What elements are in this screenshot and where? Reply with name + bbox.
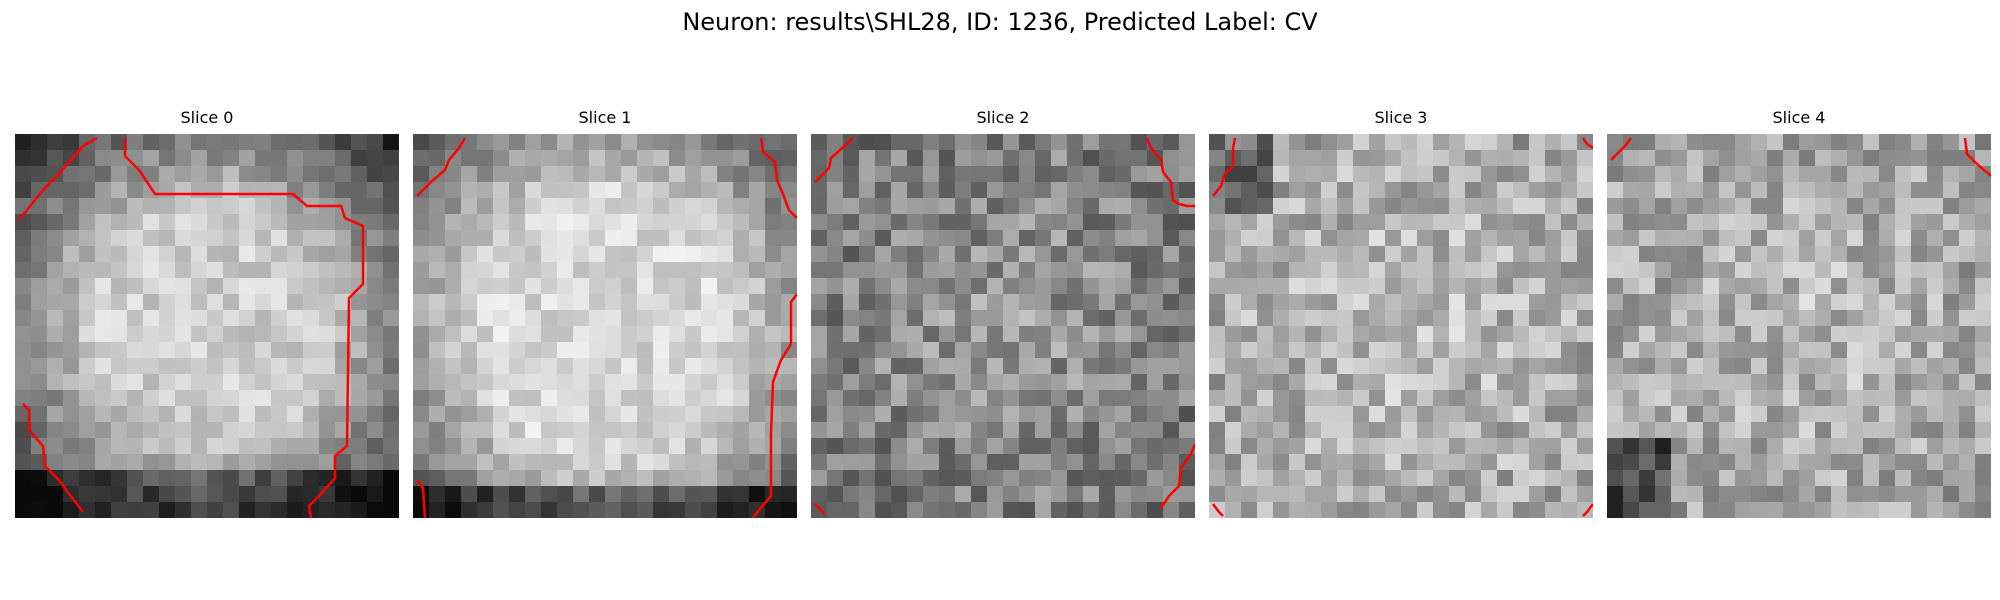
slice-pixels-4: [1607, 134, 1991, 518]
contour-line: [18, 136, 98, 221]
contour-line: [1581, 137, 1593, 150]
slice-image-0: [15, 134, 399, 518]
contour-line: [1963, 137, 1991, 177]
contour-line: [1212, 503, 1224, 517]
slice-pixels-3: [1209, 134, 1593, 518]
contour-lines-3: [1212, 137, 1593, 517]
contour-lines-0: [18, 136, 365, 518]
contour-line: [22, 403, 84, 513]
contour-lines-4: [1610, 137, 1991, 177]
slice-pixels-2: [811, 134, 1195, 518]
slice-panel-4: Slice 4: [1607, 108, 1991, 518]
slice-panel-3: Slice 3: [1209, 108, 1593, 518]
contour-line: [1145, 137, 1195, 208]
contour-line: [814, 137, 854, 183]
contour-line: [1582, 503, 1593, 517]
slice-title-2: Slice 2: [976, 108, 1030, 127]
contour-line: [416, 479, 427, 518]
slice-image-4: [1607, 134, 1991, 518]
contour-lines-2: [814, 137, 1195, 515]
slice-panel-2: Slice 2: [811, 108, 1195, 518]
slice-image-1: [413, 134, 797, 518]
contour-line: [814, 503, 826, 515]
slice-title-0: Slice 0: [180, 108, 234, 127]
contour-line: [759, 137, 797, 219]
slice-title-1: Slice 1: [578, 108, 632, 127]
contour-line: [752, 293, 797, 518]
contour-line: [1212, 137, 1237, 197]
slice-title-3: Slice 3: [1374, 108, 1428, 127]
slice-image-2: [811, 134, 1195, 518]
slice-title-4: Slice 4: [1772, 108, 1826, 127]
slice-panel-0: Slice 0: [15, 108, 399, 518]
contour-line: [123, 138, 365, 518]
slice-panel-1: Slice 1: [413, 108, 797, 518]
contour-line: [1159, 443, 1195, 509]
contour-lines-1: [416, 137, 797, 518]
figure-title: Neuron: results\SHL28, ID: 1236, Predict…: [682, 8, 1318, 36]
contour-line: [416, 137, 467, 197]
slice-image-3: [1209, 134, 1593, 518]
slice-pixels-0: [15, 134, 399, 518]
slice-pixels-1: [413, 134, 797, 518]
contour-line: [1610, 137, 1632, 161]
